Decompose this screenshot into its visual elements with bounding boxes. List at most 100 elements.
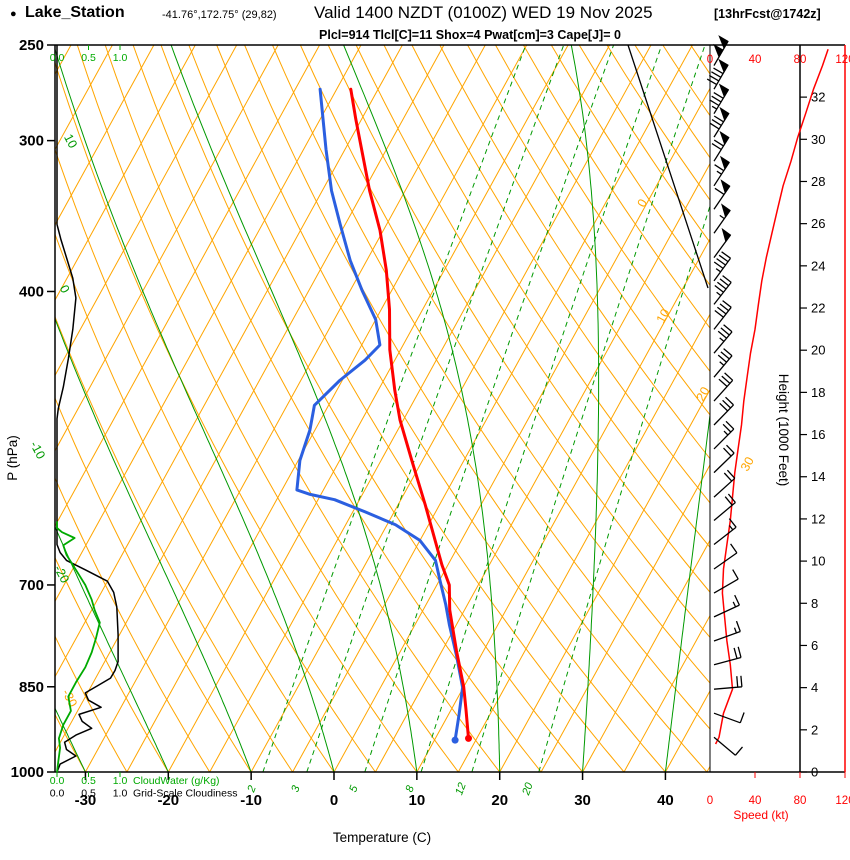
cloudwater-axis-title: CloudWater (g/Kg) (133, 775, 220, 787)
wind-barb (713, 712, 745, 724)
svg-text:0.5: 0.5 (81, 52, 96, 64)
height-tick-label: 20 (811, 343, 825, 358)
temperature-tick-label: -10 (240, 792, 262, 809)
wind-barb (713, 203, 731, 234)
adiabat-label: -20 (51, 563, 72, 586)
svg-text:0.0: 0.0 (50, 788, 65, 800)
pressure-axis-title: P (hPa) (5, 435, 20, 481)
speed-tick-label: 40 (749, 54, 762, 66)
wind-barb (713, 35, 729, 66)
speed-axis: 0040408080120120Speed (kt) (707, 54, 850, 822)
dry-adiabat-grid (55, 45, 710, 772)
wind-barb (709, 83, 730, 115)
dewpoint-profile (295, 87, 465, 742)
pressure-tick-label: 850 (19, 679, 44, 696)
height-tick-label: 0 (811, 765, 818, 780)
wind-barb (713, 569, 739, 594)
wind-barb (713, 543, 738, 570)
height-tick-label: 14 (811, 469, 825, 484)
wind-speed-profile (714, 48, 829, 745)
wind-barbs (706, 35, 745, 756)
height-tick-label: 18 (811, 385, 825, 400)
temperature-tick-label: -30 (75, 792, 97, 809)
temperature-axis-title: Temperature (C) (333, 830, 431, 845)
wind-barb (713, 324, 733, 354)
height-tick-label: 2 (811, 722, 818, 737)
wind-barb (713, 179, 731, 210)
mixing-ratio-label: 5 (347, 783, 361, 794)
height-tick-label: 16 (811, 427, 825, 442)
wind-barb (713, 518, 737, 546)
speed-tick-label: 80 (794, 795, 807, 807)
svg-text:0.5: 0.5 (81, 788, 96, 800)
mixing-ratio-label: 2 (245, 784, 259, 795)
wind-barb (713, 675, 743, 690)
plot-borders (54, 44, 846, 773)
valid-time: Valid 1400 NZDT (0100Z) WED 19 Nov 2025 (314, 3, 653, 22)
height-tick-label: 8 (811, 596, 818, 611)
wind-barb (713, 396, 734, 426)
pressure-tick-label: 1000 (11, 764, 44, 781)
height-tick-label: 26 (811, 216, 825, 231)
wind-barb (713, 251, 732, 282)
pressure-tick-label: 300 (19, 133, 44, 150)
isotherm-label: 20 (694, 385, 713, 404)
cloudwater-profile (56, 521, 101, 773)
mixing-ratio-label: 3 (289, 783, 303, 794)
temperature-profile (349, 87, 470, 740)
temperature-tick-label: -20 (157, 792, 179, 809)
height-tick-label: 28 (811, 174, 825, 189)
mixing-ratio-label: 20 (520, 780, 536, 797)
adiabat-label: 0 (57, 283, 73, 296)
svg-text:0.5: 0.5 (81, 775, 96, 787)
wind-barb (713, 736, 743, 756)
wind-barb (711, 130, 730, 162)
station-name: Lake_Station (25, 4, 125, 21)
temperature-tick-label: 40 (657, 792, 674, 809)
height-tick-label: 32 (811, 90, 825, 105)
svg-text:0.0: 0.0 (50, 775, 65, 787)
temperature-tick-label: 0 (330, 792, 338, 809)
svg-text:1.0: 1.0 (113, 775, 128, 787)
surface-temperature-dot (465, 734, 472, 742)
pressure-tick-label: 250 (19, 37, 44, 54)
height-tick-label: 10 (811, 554, 825, 569)
wind-barb (713, 372, 734, 402)
speed-tick-label: 120 (835, 795, 850, 807)
height-tick-label: 12 (811, 511, 825, 526)
adiabat-label: -10 (27, 439, 48, 462)
wind-barb (713, 594, 740, 618)
temperature-tick-label: 30 (574, 792, 591, 809)
speed-tick-label: 0 (707, 795, 713, 807)
isotherm-grid (55, 45, 710, 772)
speed-tick-label: 80 (794, 54, 807, 66)
wind-barb (713, 300, 732, 330)
wind-barb (713, 493, 736, 521)
sounding-parameters: Plcl=914 Tlcl[C]=11 Shox=4 Pwat[cm]=3 Ca… (319, 28, 621, 42)
upper-right-reference-line (627, 44, 709, 289)
mixing-ratio-label: 12 (453, 781, 468, 797)
wind-barb (713, 620, 741, 642)
adiabat-label: 10 (61, 132, 80, 151)
wind-barb (713, 348, 733, 378)
height-tick-label: 24 (811, 258, 825, 273)
svg-text:1.0: 1.0 (113, 788, 128, 800)
isotherm-label: 10 (654, 307, 673, 326)
cloudiness-axis-title: Grid-Scale Cloudiness (133, 788, 237, 800)
height-tick-label: 4 (811, 680, 818, 695)
pressure-tick-label: 400 (19, 283, 44, 300)
height-tick-label: 22 (811, 301, 825, 316)
wind-barb (713, 444, 735, 474)
pressure-tick-label: 700 (19, 577, 44, 594)
wind-barb (713, 155, 730, 187)
svg-text:1.0: 1.0 (113, 52, 128, 64)
mixing-ratio-grid (262, 45, 710, 772)
temperature-tick-label: 20 (491, 792, 508, 809)
station-coords: -41.76°,172.75° (29,82) (162, 9, 277, 21)
surface-dewpoint-dot (451, 736, 459, 744)
